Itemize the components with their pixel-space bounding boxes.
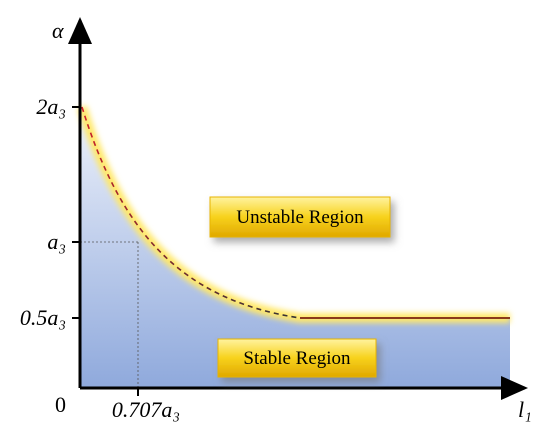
origin-label: 0 xyxy=(55,392,66,417)
unstable-box xyxy=(209,196,391,238)
x-tick-label: 0.707a₃ xyxy=(112,397,180,422)
boundary-curve xyxy=(81,106,301,319)
unstable-label: Unstable Region xyxy=(236,207,364,228)
y-axis-label: α xyxy=(52,18,64,43)
stable-label: Stable Region xyxy=(243,348,351,369)
y-tick-label: 2a₃ xyxy=(36,94,66,119)
y-tick-label: a₃ xyxy=(47,229,66,254)
stable-area xyxy=(80,107,510,388)
stable-box xyxy=(217,338,377,378)
y-tick-label: 0.5a₃ xyxy=(20,305,66,330)
x-axis-label: l₁ xyxy=(518,397,532,422)
